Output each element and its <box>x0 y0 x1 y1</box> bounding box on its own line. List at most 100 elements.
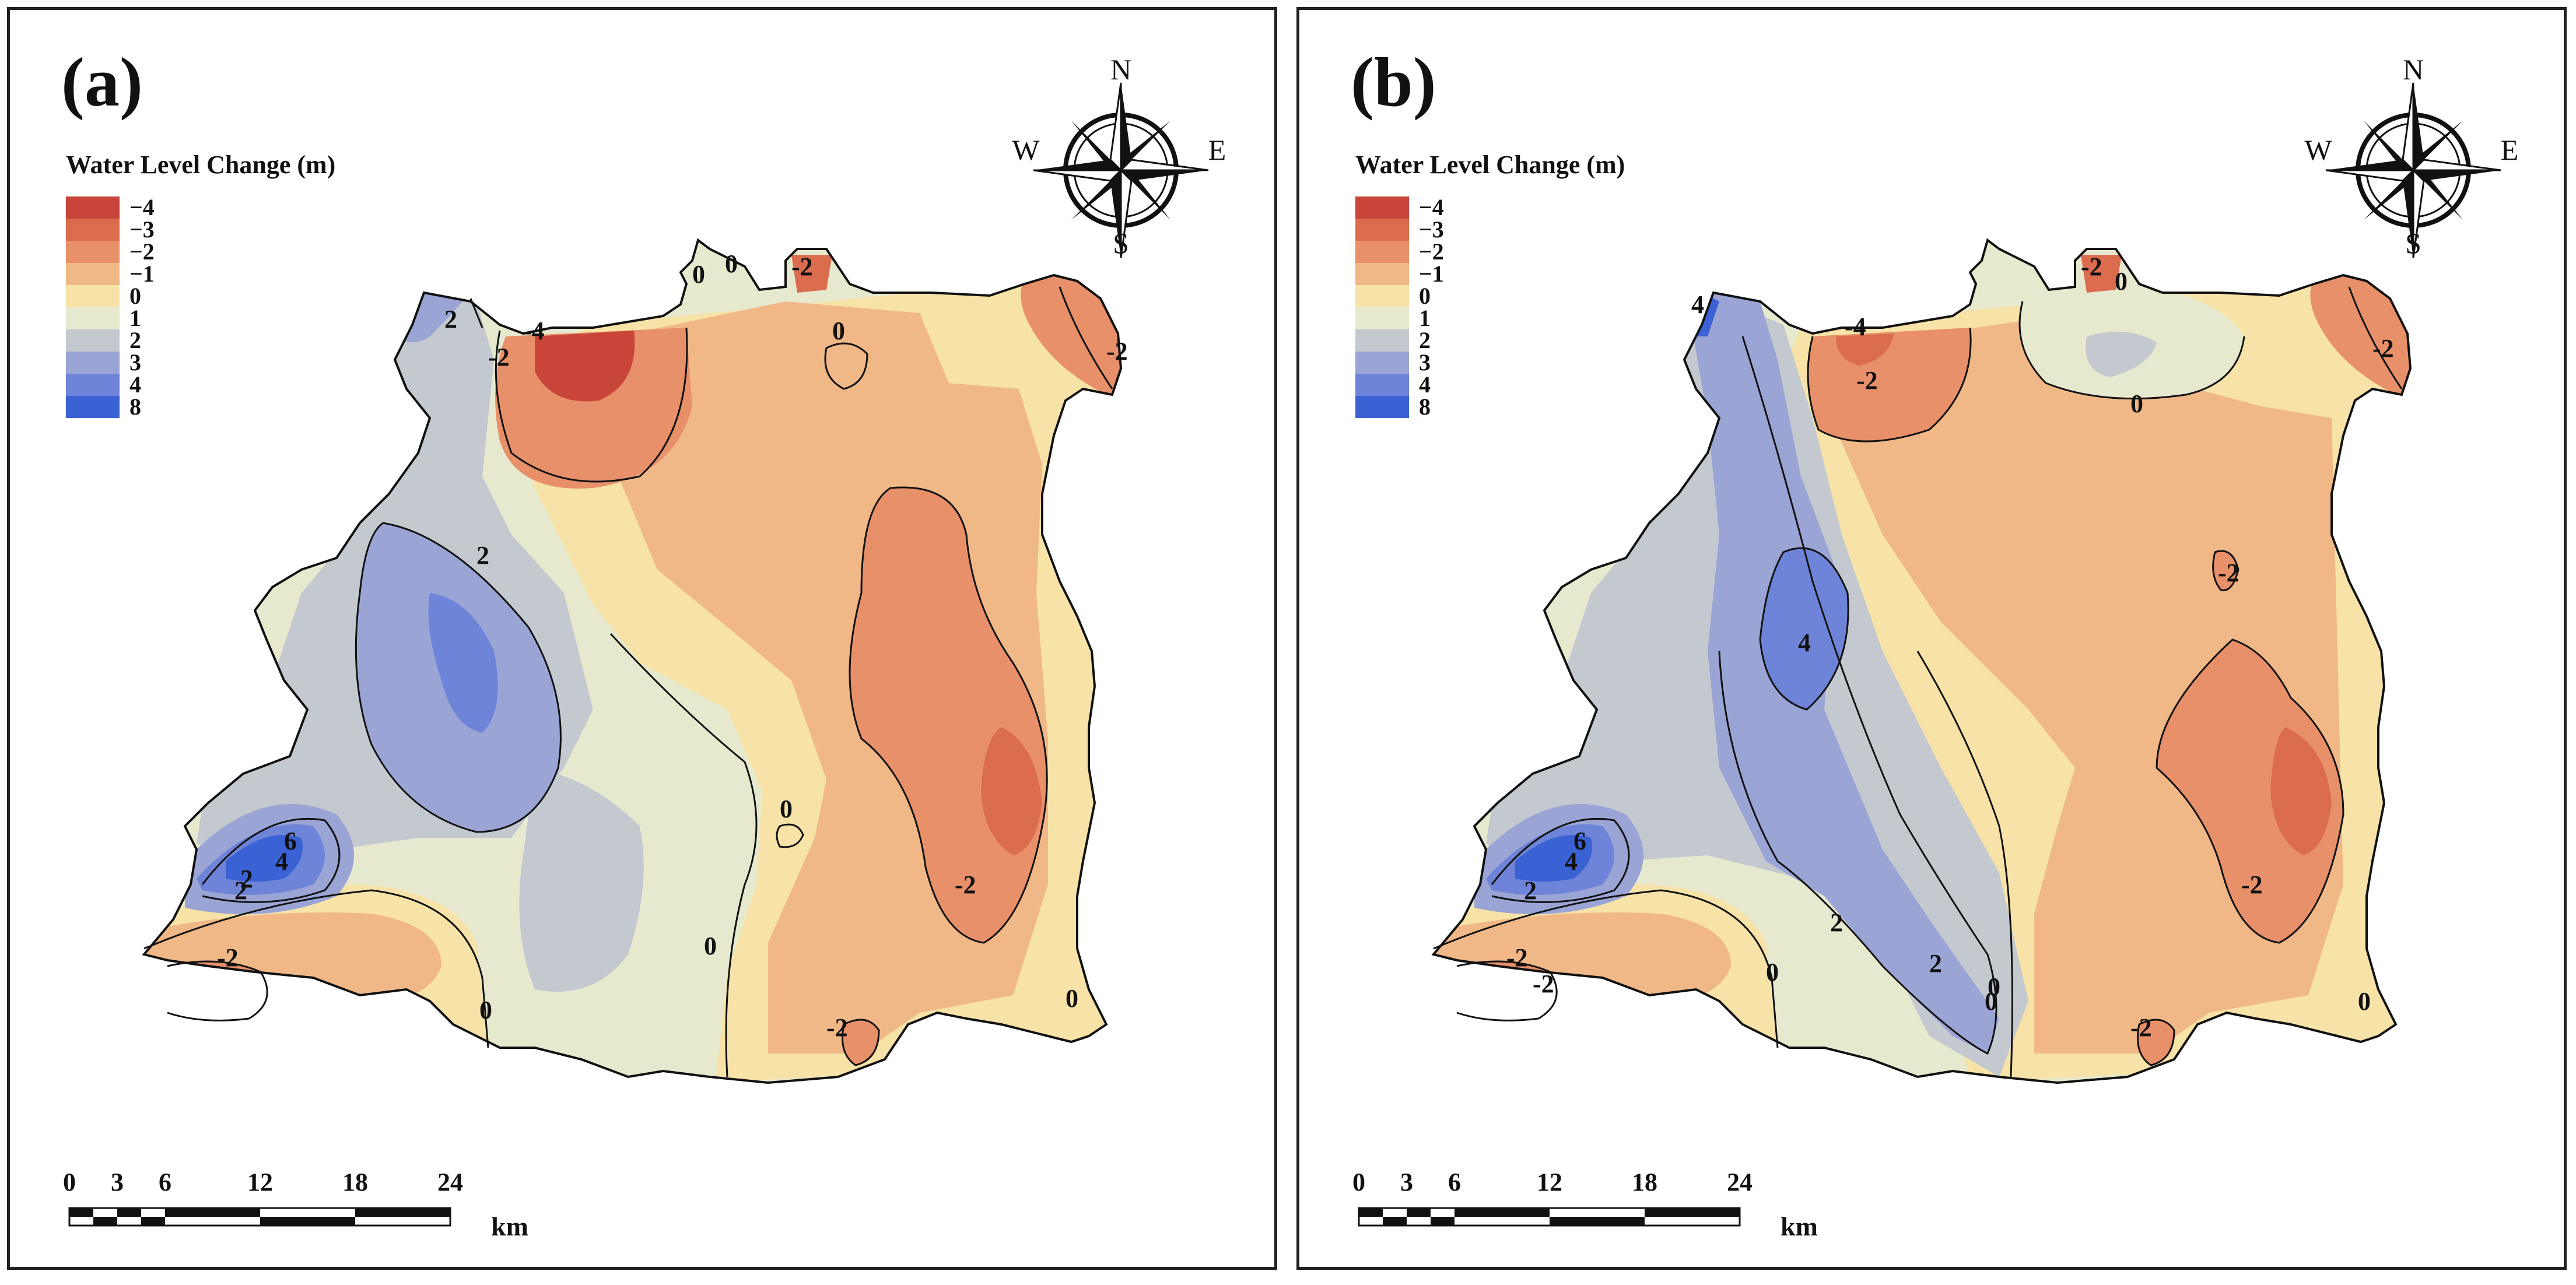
contour-label: 4 <box>1565 847 1578 876</box>
legend-swatch <box>1355 352 1409 374</box>
legend-swatch <box>66 329 120 352</box>
contour-label: 2 <box>444 305 457 333</box>
contour-label: -4 <box>523 317 545 345</box>
contour-label: 6 <box>1573 827 1586 855</box>
scale-tick: 18 <box>1632 1168 1657 1196</box>
legend-label: −4 <box>129 194 155 220</box>
legend-swatch <box>66 352 120 374</box>
contour-labels-b: -4 4 -2 -2 0 -2 -2 -2 0 -2 0 4 2 2 0 0 -… <box>1506 252 2394 1042</box>
contour-label: -2 <box>1533 970 1554 998</box>
legend-swatch <box>66 285 120 307</box>
legend-label: 1 <box>1419 305 1431 331</box>
contour-label: 0 <box>2130 389 2143 418</box>
legend-label: 3 <box>1419 349 1431 375</box>
legend-label: 3 <box>129 349 141 375</box>
legend-swatch <box>1355 241 1409 263</box>
contour-label: -2 <box>1856 366 1878 395</box>
panel-label: (b) <box>1351 43 1436 121</box>
contour-lines-a <box>143 286 1113 1077</box>
legend-label: −2 <box>1419 238 1444 265</box>
contour-label: -2 <box>217 943 239 972</box>
legend-swatch <box>66 396 120 418</box>
contour-label: 0 <box>1988 972 2000 1001</box>
legend-swatch <box>66 307 120 329</box>
contour-label: 0 <box>1066 984 1078 1013</box>
legend-swatch <box>1355 219 1409 241</box>
compass-w: W <box>2304 134 2332 166</box>
scale-unit: km <box>1781 1212 1818 1241</box>
legend-label: 4 <box>129 371 141 398</box>
legend-label: −3 <box>129 216 155 243</box>
contour-label: 0 <box>1985 987 1997 1016</box>
contour-label: -2 <box>1106 337 1128 366</box>
contour-label: -2 <box>791 252 813 281</box>
compass-e: E <box>2500 134 2519 166</box>
legend-label: −1 <box>1419 261 1444 287</box>
contour-label: 2 <box>476 541 489 570</box>
contour-label: -2 <box>826 1013 848 1042</box>
compass-n: N <box>1110 53 1132 86</box>
contour-label: -2 <box>2218 559 2239 587</box>
map-canvas-b: -4 4 -2 -2 0 -2 -2 -2 0 -2 0 4 2 2 0 0 -… <box>1358 82 2501 1227</box>
legend-swatch <box>1355 285 1409 307</box>
legend-swatch <box>66 263 120 285</box>
contour-label: -2 <box>2241 870 2263 899</box>
contour-label: 0 <box>692 260 705 289</box>
legend-swatch <box>1355 396 1409 418</box>
legend-title: Water Level Change (m) <box>66 150 336 179</box>
legend-label: 0 <box>129 283 141 309</box>
legend-label: 8 <box>1419 394 1431 420</box>
contour-label: -2 <box>1506 943 1528 972</box>
scale-bar-a <box>68 1207 451 1227</box>
scale-tick: 0 <box>63 1168 76 1196</box>
scale-tick: 12 <box>247 1168 273 1196</box>
compass-n: N <box>2402 53 2424 86</box>
legend-title: Water Level Change (m) <box>1355 150 1625 179</box>
legend-label: −2 <box>129 238 155 265</box>
legend-swatch <box>66 219 120 241</box>
contour-label: 0 <box>479 996 492 1024</box>
map-panel-b: -4 4 -2 -2 0 -2 -2 -2 0 -2 0 4 2 2 0 0 -… <box>1296 7 2567 1270</box>
compass-rose-icon <box>2325 82 2501 258</box>
contour-label: 2 <box>1524 876 1537 905</box>
contour-label: 0 <box>1766 958 1779 986</box>
scale-tick: 18 <box>342 1168 368 1196</box>
legend-label: 0 <box>1419 283 1431 309</box>
legend-label: −4 <box>1419 194 1444 220</box>
legend-swatch <box>1355 329 1409 352</box>
contour-label: 0 <box>704 932 717 960</box>
contour-label: 0 <box>780 795 793 823</box>
legend-label: 1 <box>129 305 141 331</box>
contour-label: -2 <box>2372 334 2394 363</box>
legend-label: −3 <box>1419 216 1444 243</box>
contour-label: 4 <box>275 847 288 876</box>
contour-label: 0 <box>2358 987 2371 1016</box>
map-panel-a: -4 -2 2 -2 0 0 2 2 -2 0 -2 0 -2 0 2 4 6 … <box>7 7 1277 1270</box>
contour-label: -2 <box>2130 1013 2152 1042</box>
map-canvas-a: -4 -2 2 -2 0 0 2 2 -2 0 -2 0 -2 0 2 4 6 … <box>68 82 1209 1227</box>
compass-s: S <box>2405 227 2421 259</box>
legend-swatch <box>66 241 120 263</box>
legend-swatch <box>1355 196 1409 219</box>
contour-label: 2 <box>234 876 247 905</box>
legend-label: 4 <box>1419 371 1431 398</box>
scale-tick: 6 <box>159 1168 171 1196</box>
scale-tick: 24 <box>1727 1168 1753 1196</box>
contour-label: 2 <box>1830 908 1843 937</box>
compass-e: E <box>1208 134 1226 166</box>
compass-rose-icon <box>1033 82 1209 258</box>
contour-label: 4 <box>1798 629 1811 657</box>
compass-s: S <box>1113 227 1129 259</box>
contour-label: -2 <box>488 343 510 371</box>
scale-tick: 24 <box>437 1168 463 1196</box>
legend-label: −1 <box>129 261 155 287</box>
contour-labels-a: -4 -2 2 -2 0 0 2 2 -2 0 -2 0 -2 0 2 4 6 … <box>217 250 1128 1042</box>
contour-label: -4 <box>1845 313 1866 341</box>
scale-bar-b <box>1358 1207 1741 1227</box>
legend-swatch <box>1355 263 1409 285</box>
contour-label: -2 <box>955 870 976 899</box>
legend-label: 2 <box>129 327 141 353</box>
contour-label: 4 <box>1691 290 1704 319</box>
compass-w: W <box>1012 134 1040 166</box>
scale-unit: km <box>491 1212 528 1241</box>
